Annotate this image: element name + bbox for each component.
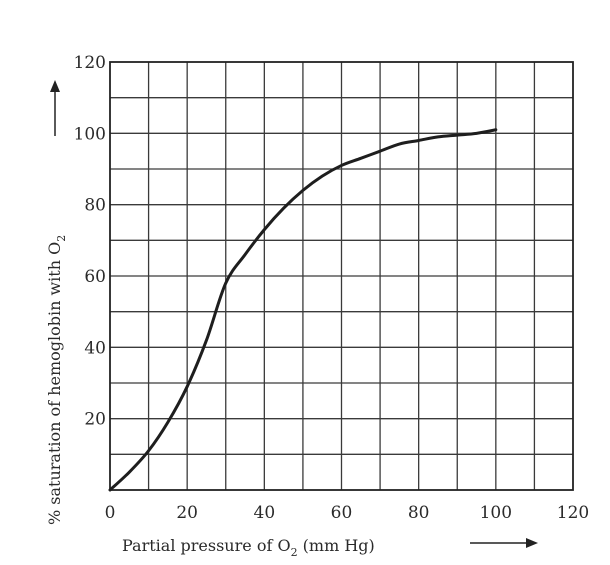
x-tick-label: 20 [176, 503, 198, 523]
x-axis-title-unit: (mm Hg) [298, 536, 375, 555]
grid [110, 62, 573, 490]
x-tick-label: 0 [105, 503, 116, 523]
y-tick-labels: 20 40 60 80 100 120 [74, 53, 106, 430]
x-axis-arrow [470, 538, 538, 548]
x-axis-title-subscript: 2 [291, 546, 298, 559]
y-axis-arrow [50, 80, 60, 136]
y-axis-title-subscript: 2 [55, 235, 68, 242]
y-tick-label: 80 [84, 196, 106, 216]
y-tick-label: 20 [84, 410, 106, 430]
x-tick-label: 100 [480, 503, 512, 523]
y-tick-label: 100 [74, 124, 106, 144]
x-tick-label: 40 [254, 503, 276, 523]
x-tick-labels: 0 20 40 60 80 100 120 [105, 503, 590, 523]
curve-layer [108, 128, 498, 492]
x-axis-title-main: Partial pressure of O [122, 536, 291, 555]
y-tick-label: 120 [74, 53, 106, 73]
x-tick-label: 80 [408, 503, 430, 523]
y-axis-title-main: % saturation of hemoglobin with O [45, 242, 64, 525]
y-axis-title: % saturation of hemoglobin with O2 [45, 235, 68, 525]
y-tick-label: 60 [84, 267, 106, 287]
y-tick-label: 40 [84, 338, 106, 358]
saturation-curve-0 [108, 128, 498, 492]
x-axis-title: Partial pressure of O2 (mm Hg) [122, 536, 375, 559]
x-tick-label: 120 [557, 503, 589, 523]
x-tick-label: 60 [331, 503, 353, 523]
plot-frame [109, 61, 574, 491]
